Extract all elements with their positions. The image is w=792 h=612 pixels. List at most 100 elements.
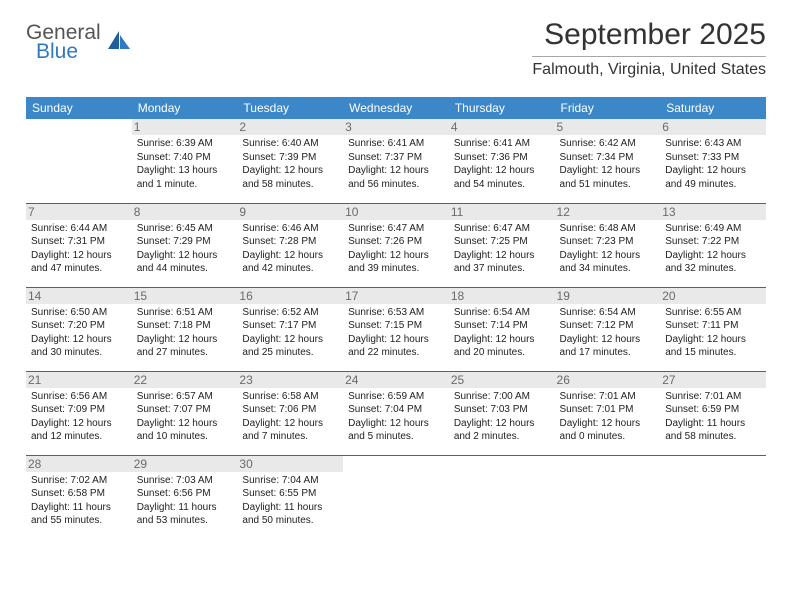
calendar-cell: .: [555, 455, 661, 539]
sunset-text: Sunset: 7:17 PM: [242, 319, 338, 333]
sunset-text: Sunset: 7:33 PM: [665, 151, 761, 165]
sunset-text: Sunset: 7:25 PM: [454, 235, 550, 249]
sunset-text: Sunset: 7:39 PM: [242, 151, 338, 165]
daylight-text: Daylight: 12 hours and 49 minutes.: [665, 164, 761, 191]
daylight-text: Daylight: 12 hours and 51 minutes.: [560, 164, 656, 191]
sunrise-text: Sunrise: 6:57 AM: [137, 390, 233, 404]
day-info: Sunrise: 6:52 AMSunset: 7:17 PMDaylight:…: [242, 306, 338, 360]
calendar-cell: 13Sunrise: 6:49 AMSunset: 7:22 PMDayligh…: [660, 203, 766, 287]
calendar-cell: 5 Sunrise: 6:42 AMSunset: 7:34 PMDaylight…: [555, 119, 661, 203]
daylight-text: Daylight: 12 hours and 20 minutes.: [454, 333, 550, 360]
calendar-row: 7Sunrise: 6:44 AMSunset: 7:31 PMDaylight…: [26, 203, 766, 287]
daylight-text: Daylight: 12 hours and 56 minutes.: [348, 164, 444, 191]
day-info: Sunrise: 6:57 AMSunset: 7:07 PMDaylight:…: [137, 390, 233, 444]
weekday-row: Sunday Monday Tuesday Wednesday Thursday…: [26, 97, 766, 119]
sunrise-text: Sunrise: 6:44 AM: [31, 222, 127, 236]
sunset-text: Sunset: 7:06 PM: [242, 403, 338, 417]
sunset-text: Sunset: 7:07 PM: [137, 403, 233, 417]
calendar-cell: 11Sunrise: 6:47 AMSunset: 7:25 PMDayligh…: [449, 203, 555, 287]
daylight-text: Daylight: 12 hours and 5 minutes.: [348, 417, 444, 444]
day-info: Sunrise: 7:00 AMSunset: 7:03 PMDaylight:…: [454, 390, 550, 444]
calendar-cell: 22 Sunrise: 6:57 AMSunset: 7:07 PMDayligh…: [132, 371, 238, 455]
day-info: Sunrise: 7:04 AMSunset: 6:55 PMDaylight:…: [242, 474, 338, 528]
weekday-header: Wednesday: [343, 97, 449, 119]
day-number: 19: [555, 288, 661, 304]
sunset-text: Sunset: 7:36 PM: [454, 151, 550, 165]
sunrise-text: Sunrise: 7:01 AM: [665, 390, 761, 404]
sunset-text: Sunset: 6:56 PM: [137, 487, 233, 501]
day-number: 17: [343, 288, 449, 304]
sunrise-text: Sunrise: 6:42 AM: [560, 137, 656, 151]
day-info: Sunrise: 6:53 AMSunset: 7:15 PMDaylight:…: [348, 306, 444, 360]
sunrise-text: Sunrise: 6:59 AM: [348, 390, 444, 404]
daylight-text: Daylight: 11 hours and 50 minutes.: [242, 501, 338, 528]
sunset-text: Sunset: 7:34 PM: [560, 151, 656, 165]
calendar-cell: 3Sunrise: 6:41 AMSunset: 7:37 PMDaylight…: [343, 119, 449, 203]
page-header: General Blue September 2025 Falmouth, Vi…: [0, 0, 792, 87]
daylight-text: Daylight: 12 hours and 54 minutes.: [454, 164, 550, 191]
sunset-text: Sunset: 7:18 PM: [137, 319, 233, 333]
daylight-text: Daylight: 12 hours and 34 minutes.: [560, 249, 656, 276]
calendar-cell: 15Sunrise: 6:51 AMSunset: 7:18 PMDayligh…: [132, 287, 238, 371]
sunrise-text: Sunrise: 6:47 AM: [454, 222, 550, 236]
sunrise-text: Sunrise: 7:01 AM: [560, 390, 656, 404]
weekday-header: Monday: [132, 97, 238, 119]
calendar-cell: 20Sunrise: 6:55 AMSunset: 7:11 PMDayligh…: [660, 287, 766, 371]
day-number: 10: [343, 204, 449, 220]
calendar-cell: 27Sunrise: 7:01 AMSunset: 6:59 PMDayligh…: [660, 371, 766, 455]
day-number: 5: [555, 119, 661, 135]
sunrise-text: Sunrise: 6:53 AM: [348, 306, 444, 320]
sunrise-text: Sunrise: 6:52 AM: [242, 306, 338, 320]
daylight-text: Daylight: 11 hours and 55 minutes.: [31, 501, 127, 528]
sunrise-text: Sunrise: 7:02 AM: [31, 474, 127, 488]
calendar-cell: 28Sunrise: 7:02 AMSunset: 6:58 PMDayligh…: [26, 455, 132, 539]
daylight-text: Daylight: 13 hours and 1 minute.: [137, 164, 233, 191]
calendar-cell: 24 Sunrise: 6:59 AMSunset: 7:04 PMDayligh…: [343, 371, 449, 455]
sunset-text: Sunset: 7:12 PM: [560, 319, 656, 333]
calendar-cell: .: [26, 119, 132, 203]
sunset-text: Sunset: 7:15 PM: [348, 319, 444, 333]
day-number: 27: [660, 372, 766, 388]
weekday-header: Tuesday: [237, 97, 343, 119]
day-info: Sunrise: 6:49 AMSunset: 7:22 PMDaylight:…: [665, 222, 761, 276]
logo-text: General Blue: [26, 22, 101, 62]
calendar-cell: 23Sunrise: 6:58 AMSunset: 7:06 PMDayligh…: [237, 371, 343, 455]
sunrise-text: Sunrise: 6:55 AM: [665, 306, 761, 320]
calendar-cell: .: [449, 455, 555, 539]
sunset-text: Sunset: 7:04 PM: [348, 403, 444, 417]
calendar-cell: 30Sunrise: 7:04 AMSunset: 6:55 PMDayligh…: [237, 455, 343, 539]
day-number: 14: [26, 288, 132, 304]
sunrise-text: Sunrise: 7:03 AM: [137, 474, 233, 488]
sunset-text: Sunset: 7:23 PM: [560, 235, 656, 249]
calendar-row: .1Sunrise: 6:39 AMSunset: 7:40 PMDayligh…: [26, 119, 766, 203]
sunrise-text: Sunrise: 6:39 AM: [137, 137, 233, 151]
sunset-text: Sunset: 6:55 PM: [242, 487, 338, 501]
calendar-cell: 16Sunrise: 6:52 AMSunset: 7:17 PMDayligh…: [237, 287, 343, 371]
daylight-text: Daylight: 12 hours and 25 minutes.: [242, 333, 338, 360]
sunrise-text: Sunrise: 6:54 AM: [560, 306, 656, 320]
daylight-text: Daylight: 11 hours and 58 minutes.: [665, 417, 761, 444]
daylight-text: Daylight: 12 hours and 42 minutes.: [242, 249, 338, 276]
calendar-cell: 7Sunrise: 6:44 AMSunset: 7:31 PMDaylight…: [26, 203, 132, 287]
day-info: Sunrise: 6:42 AMSunset: 7:34 PMDaylight:…: [560, 137, 656, 191]
sunrise-text: Sunrise: 7:00 AM: [454, 390, 550, 404]
day-info: Sunrise: 6:47 AMSunset: 7:25 PMDaylight:…: [454, 222, 550, 276]
sunset-text: Sunset: 7:20 PM: [31, 319, 127, 333]
sunrise-text: Sunrise: 6:41 AM: [348, 137, 444, 151]
sunrise-text: Sunrise: 6:46 AM: [242, 222, 338, 236]
day-info: Sunrise: 6:58 AMSunset: 7:06 PMDaylight:…: [242, 390, 338, 444]
day-number: 22: [132, 372, 238, 388]
day-info: Sunrise: 6:50 AMSunset: 7:20 PMDaylight:…: [31, 306, 127, 360]
sunrise-text: Sunrise: 6:41 AM: [454, 137, 550, 151]
day-info: Sunrise: 6:45 AMSunset: 7:29 PMDaylight:…: [137, 222, 233, 276]
day-number: 25: [449, 372, 555, 388]
day-number: 24: [343, 372, 449, 388]
day-number: 8: [132, 204, 238, 220]
sunset-text: Sunset: 7:22 PM: [665, 235, 761, 249]
sunset-text: Sunset: 7:09 PM: [31, 403, 127, 417]
day-number: 29: [132, 456, 238, 472]
calendar-cell: 29Sunrise: 7:03 AMSunset: 6:56 PMDayligh…: [132, 455, 238, 539]
day-number: 6: [660, 119, 766, 135]
calendar-cell: 12Sunrise: 6:48 AMSunset: 7:23 PMDayligh…: [555, 203, 661, 287]
daylight-text: Daylight: 12 hours and 32 minutes.: [665, 249, 761, 276]
